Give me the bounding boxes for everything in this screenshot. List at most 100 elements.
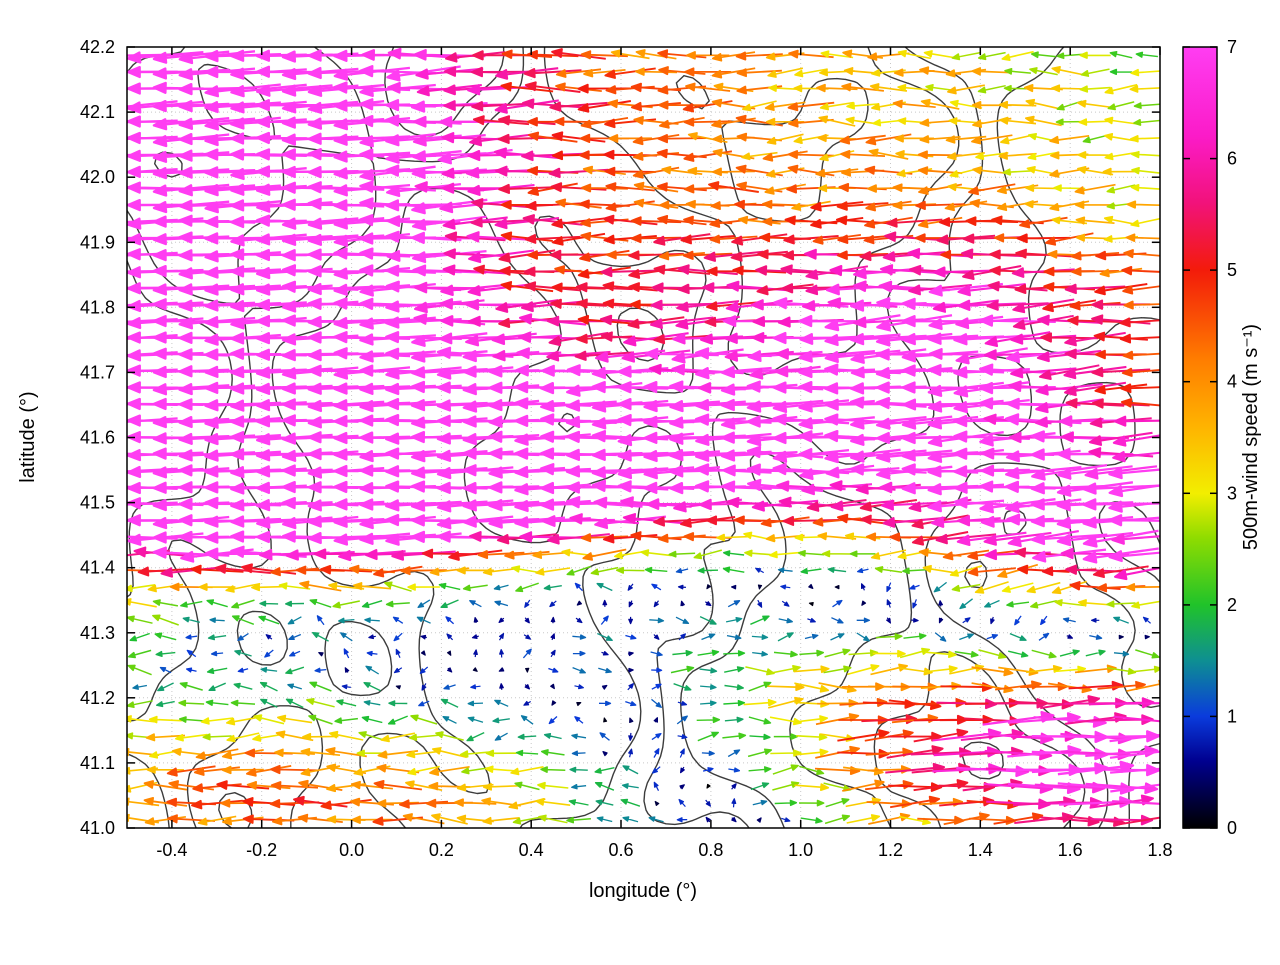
- wind-arrow: [210, 650, 224, 657]
- wind-arrow: [551, 131, 606, 143]
- wind-arrow: [984, 599, 1000, 608]
- wind-arrow: [849, 463, 927, 476]
- wind-arrow: [1057, 465, 1133, 480]
- wind-arrow: [226, 732, 260, 743]
- y-tick-label: 41.3: [80, 623, 115, 643]
- wind-arrow: [385, 150, 462, 164]
- wind-arrow: [185, 667, 197, 673]
- wind-arrow: [127, 797, 160, 807]
- wind-arrow: [923, 50, 957, 59]
- wind-arrow: [861, 583, 866, 591]
- wind-arrow: [653, 717, 658, 723]
- wind-arrow: [911, 514, 969, 529]
- wind-arrow: [466, 731, 485, 742]
- wind-arrow: [242, 814, 295, 824]
- wind-arrow: [701, 750, 715, 756]
- wind-arrow: [1088, 447, 1154, 459]
- wind-arrow: [1125, 583, 1160, 592]
- wind-arrow: [979, 498, 1056, 514]
- wind-arrow: [994, 680, 1042, 691]
- wind-arrow: [385, 366, 462, 380]
- wind-arrow: [1125, 233, 1160, 242]
- wind-arrow: [178, 267, 256, 280]
- wind-arrow: [643, 449, 720, 463]
- colorbar-tick-label: 4: [1227, 372, 1237, 392]
- wind-arrow: [944, 200, 988, 212]
- wind-arrow: [152, 546, 230, 559]
- wind-arrow: [524, 234, 581, 244]
- wind-arrow: [735, 164, 783, 177]
- wind-arrow: [178, 316, 256, 330]
- wind-arrow: [1030, 532, 1108, 546]
- x-tick-label: 0.0: [339, 840, 364, 860]
- wind-arrow: [735, 114, 783, 127]
- wind-arrow: [1118, 816, 1160, 826]
- wind-arrow: [795, 715, 829, 723]
- wind-arrow: [1131, 600, 1160, 609]
- wind-arrow: [702, 767, 714, 773]
- wind-arrow: [416, 616, 431, 624]
- wind-arrow: [127, 100, 178, 108]
- wind-arrow: [733, 515, 785, 525]
- wind-arrow: [769, 550, 802, 559]
- colorbar-label: 500m-wind speed (m s⁻¹): [1240, 324, 1262, 550]
- wind-arrow: [750, 782, 770, 791]
- wind-arrow: [628, 732, 633, 741]
- x-tick-label: 0.4: [519, 840, 544, 860]
- wind-arrow: [602, 751, 608, 757]
- wind-arrow: [152, 283, 230, 296]
- colorbar-tick-label: 1: [1227, 706, 1237, 726]
- wind-arrow: [683, 117, 732, 127]
- wind-arrow: [627, 583, 634, 591]
- wind-arrow: [1001, 582, 1034, 593]
- wind-arrow: [967, 567, 1016, 577]
- wind-arrow: [850, 415, 927, 430]
- wind-arrow: [799, 649, 825, 657]
- wind-arrow: [395, 648, 401, 658]
- wind-arrow: [442, 716, 457, 724]
- wind-arrow: [884, 231, 945, 242]
- y-tick-label: 41.5: [80, 493, 115, 513]
- wind-arrow: [686, 51, 730, 60]
- wind-arrow: [285, 698, 304, 709]
- wind-arrow: [1026, 581, 1061, 594]
- wind-arrow: [256, 84, 333, 97]
- wind-arrow: [1130, 68, 1160, 77]
- wind-arrow: [234, 649, 252, 657]
- wind-arrow: [1099, 267, 1143, 278]
- wind-arrow: [604, 67, 656, 79]
- wind-arrow: [946, 152, 985, 161]
- wind-arrow: [621, 783, 639, 789]
- wind-arrow: [338, 550, 406, 562]
- wind-arrow: [959, 598, 973, 610]
- wind-arrow: [798, 765, 825, 775]
- wind-arrow: [1009, 632, 1027, 641]
- wind-arrow: [411, 215, 487, 231]
- wind-arrow: [590, 566, 619, 576]
- wind-arrow: [673, 683, 692, 691]
- wind-arrow: [524, 684, 530, 690]
- wind-arrow: [417, 599, 431, 609]
- wind-arrow: [446, 633, 454, 641]
- wind-arrow: [839, 134, 886, 145]
- axes-frame-and-ticks: -0.4 -0.2 0.0 0.2 0.4 0.6 0.8 1.0 1.2 1.4 1.6 1.8 41…: [80, 37, 1173, 860]
- wind-arrow: [498, 667, 505, 672]
- wind-arrow: [777, 567, 793, 573]
- wind-arrow: [711, 51, 756, 62]
- wind-arrow: [591, 466, 669, 479]
- wind-arrow: [731, 798, 737, 808]
- wind-arrow: [808, 583, 814, 589]
- wind-arrow: [791, 200, 831, 211]
- wind-arrow: [410, 499, 488, 512]
- wind-arrow: [332, 600, 360, 609]
- wind-arrow: [1054, 599, 1085, 607]
- wind-arrow: [408, 733, 439, 741]
- wind-arrow: [808, 602, 814, 607]
- wind-arrow: [359, 532, 436, 545]
- wind-arrow: [270, 764, 319, 775]
- wind-arrow: [550, 633, 555, 641]
- wind-arrow: [1118, 634, 1124, 640]
- wind-arrow: [307, 181, 385, 194]
- wind-arrow: [767, 683, 805, 692]
